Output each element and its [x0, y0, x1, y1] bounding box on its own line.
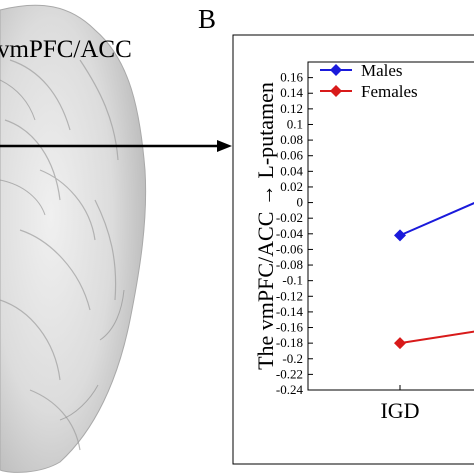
legend-marker	[330, 64, 342, 76]
y-axis-label: The vmPFC/ACC → L-putamen	[253, 82, 278, 370]
y-tick-label: -0.18	[276, 335, 303, 350]
y-tick-label: -0.1	[282, 273, 303, 288]
y-tick-label: -0.24	[276, 382, 304, 397]
connection-arrow	[0, 140, 232, 152]
y-tick-label: 0.16	[280, 70, 303, 85]
series-line	[399, 330, 474, 345]
series-females	[394, 330, 474, 350]
legend: Males Females	[320, 61, 418, 101]
y-tick-label: 0.14	[280, 85, 303, 100]
panel-label: B	[198, 4, 216, 34]
legend-label: Males	[361, 61, 403, 80]
data-point-marker	[394, 337, 406, 350]
y-tick-label: 0.1	[287, 116, 303, 131]
legend-marker	[330, 85, 342, 97]
y-tick-label: -0.08	[276, 257, 303, 272]
y-tick-label: 0.02	[280, 179, 303, 194]
y-tick-label: -0.16	[276, 320, 304, 335]
data-point-marker	[394, 229, 406, 242]
y-tick-label: -0.06	[276, 241, 304, 256]
y-tick-label: -0.22	[276, 366, 303, 381]
legend-label: Females	[361, 82, 418, 101]
y-tick-label: 0	[297, 195, 304, 210]
y-tick-label: 0.04	[280, 163, 303, 178]
y-axis: 0.160.140.120.10.080.060.040.020-0.02-0.…	[276, 70, 313, 397]
y-tick-label: -0.2	[282, 351, 303, 366]
series-males	[394, 202, 474, 242]
line-chart: The vmPFC/ACC → L-putamen 0.160.140.120.…	[232, 34, 474, 465]
y-tick-label: -0.02	[276, 210, 303, 225]
brain-image	[0, 4, 147, 473]
y-tick-label: 0.08	[280, 132, 303, 147]
y-tick-label: -0.04	[276, 226, 304, 241]
region-label: vmPFC/ACC	[0, 36, 132, 63]
x-tick-label: IGD	[380, 398, 419, 423]
y-tick-label: 0.06	[280, 148, 303, 163]
plot-frame	[232, 34, 474, 465]
y-tick-label: 0.12	[280, 101, 303, 116]
series-line	[399, 202, 474, 237]
x-axis: IGD	[380, 385, 420, 423]
axes-box	[307, 61, 474, 391]
series-layer	[394, 202, 474, 350]
y-tick-label: -0.14	[276, 304, 304, 319]
y-tick-label: -0.12	[276, 288, 303, 303]
